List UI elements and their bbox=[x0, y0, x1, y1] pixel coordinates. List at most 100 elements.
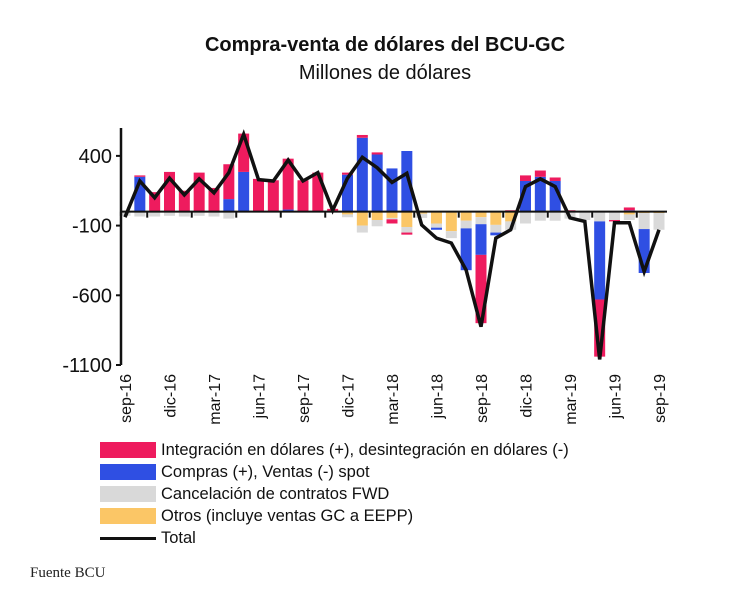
bar-0-ene-19 bbox=[534, 170, 546, 177]
bar-1-dic-17 bbox=[342, 174, 353, 212]
bar-0-jun-19 bbox=[609, 220, 620, 222]
x-tick-label: jun-18 bbox=[430, 374, 447, 420]
bar-3-ago-18 bbox=[460, 211, 472, 221]
source-note: Fuente BCU bbox=[30, 565, 106, 581]
bar-2-ago-18 bbox=[460, 220, 472, 229]
legend-label: Otros (incluye ventas GC a EEPP) bbox=[161, 506, 414, 525]
legend-swatch bbox=[100, 486, 156, 502]
bar-3-jun-18 bbox=[431, 211, 442, 224]
bar-3-ene-18 bbox=[356, 211, 368, 226]
bar-1-abr-17 bbox=[223, 199, 235, 212]
chart-subtitle: Millones de dólares bbox=[298, 62, 472, 84]
bar-2-abr-17 bbox=[223, 211, 235, 219]
bar-2-ene-18 bbox=[356, 225, 368, 233]
x-tick-label: mar-17 bbox=[207, 374, 224, 425]
bar-0-abr-18 bbox=[401, 232, 413, 235]
bar-2-nov-16 bbox=[149, 211, 161, 217]
bar-3-feb-18 bbox=[371, 211, 383, 221]
bar-1-abr-18 bbox=[401, 151, 413, 212]
bar-3-jul-18 bbox=[445, 211, 457, 232]
legend-item-compras: Compras (+), Ventas (-) spot bbox=[100, 462, 370, 482]
bar-2-abr-19 bbox=[579, 211, 591, 221]
bar-0-oct-17 bbox=[312, 172, 324, 212]
bar-1-jun-18 bbox=[431, 227, 442, 230]
legend-label: Compras (+), Ventas (-) spot bbox=[161, 462, 370, 481]
y-tick-label: -600 bbox=[72, 285, 112, 307]
x-tick-label: mar-19 bbox=[563, 374, 580, 425]
bar-2-may-19 bbox=[594, 211, 606, 222]
legend-label: Cancelación de contratos FWD bbox=[161, 484, 390, 503]
bar-0-jul-19 bbox=[623, 207, 635, 211]
bar-1-ago-17 bbox=[282, 209, 294, 212]
legend-label: Integración en dólares (+), desintegraci… bbox=[161, 440, 569, 459]
bar-2-dic-17 bbox=[342, 214, 353, 218]
x-tick-label: dic-16 bbox=[163, 374, 180, 418]
bar-0-nov-16 bbox=[149, 192, 161, 212]
bar-0-abr-17 bbox=[223, 164, 235, 200]
y-tick-label: -1100 bbox=[62, 355, 112, 377]
bar-0-dic-17 bbox=[342, 172, 353, 175]
bar-1-may-19 bbox=[594, 221, 606, 300]
x-tick-label: mar-18 bbox=[385, 374, 402, 425]
legend-swatch bbox=[100, 464, 156, 480]
x-tick-label: sep-18 bbox=[474, 374, 491, 423]
legend-item-total: Total bbox=[100, 528, 196, 548]
bar-0-ene-17 bbox=[178, 190, 190, 212]
bar-1-oct-18 bbox=[490, 232, 502, 236]
legend-item-otros: Otros (incluye ventas GC a EEPP) bbox=[100, 506, 413, 526]
bar-2-dic-18 bbox=[520, 211, 531, 224]
bar-0-may-17 bbox=[238, 133, 250, 172]
bar-2-abr-18 bbox=[401, 226, 413, 233]
x-tick-label: jun-17 bbox=[252, 374, 269, 420]
bar-2-feb-17 bbox=[193, 211, 205, 216]
bar-0-sep-18 bbox=[475, 254, 487, 324]
bar-3-oct-18 bbox=[490, 211, 502, 225]
legend-item-cancelacion: Cancelación de contratos FWD bbox=[100, 484, 389, 504]
x-tick-label: dic-17 bbox=[341, 374, 358, 418]
y-tick-label: -100 bbox=[72, 216, 112, 238]
legend-label: Total bbox=[161, 528, 196, 547]
bar-2-may-18 bbox=[416, 213, 428, 218]
bar-0-mar-18 bbox=[386, 219, 398, 224]
bar-2-mar-17 bbox=[208, 211, 220, 217]
legend-item-integracion: Integración en dólares (+), desintegraci… bbox=[100, 440, 569, 460]
bar-2-sep-19 bbox=[653, 213, 665, 230]
bar-2-jul-19 bbox=[623, 214, 635, 221]
bar-0-may-19 bbox=[594, 299, 606, 357]
bar-2-ene-19 bbox=[534, 211, 546, 221]
bar-2-dic-16 bbox=[164, 211, 175, 216]
bar-0-feb-19 bbox=[549, 177, 561, 181]
bar-2-ene-17 bbox=[178, 211, 190, 217]
bar-3-abr-18 bbox=[401, 211, 413, 227]
x-tick-label: dic-18 bbox=[519, 374, 536, 418]
bar-2-ago-19 bbox=[638, 213, 650, 230]
bar-0-sep-17 bbox=[297, 180, 309, 212]
x-tick-label: sep-17 bbox=[296, 374, 313, 423]
bar-0-ago-17 bbox=[282, 158, 294, 210]
bar-1-mar-18 bbox=[386, 168, 398, 212]
bar-2-feb-19 bbox=[549, 211, 561, 221]
bar-1-ene-19 bbox=[534, 176, 546, 212]
bar-0-dic-16 bbox=[164, 171, 175, 212]
bar-2-mar-18 bbox=[386, 217, 398, 220]
bar-0-mar-17 bbox=[208, 187, 220, 212]
bar-2-feb-18 bbox=[371, 220, 383, 227]
bar-2-jun-18 bbox=[431, 223, 442, 228]
bar-1-sep-18 bbox=[475, 224, 487, 255]
bar-0-dic-18 bbox=[520, 175, 531, 181]
x-tick-label: jun-19 bbox=[608, 374, 625, 420]
bar-1-ene-18 bbox=[356, 137, 368, 212]
bar-2-sep-18 bbox=[475, 217, 487, 225]
bar-0-jun-17 bbox=[253, 178, 264, 212]
bar-2-jul-18 bbox=[445, 231, 457, 239]
bar-0-ene-18 bbox=[356, 134, 368, 138]
x-tick-label: sep-19 bbox=[652, 374, 669, 423]
bar-1-may-17 bbox=[238, 171, 250, 212]
bar-3-jul-19 bbox=[623, 211, 635, 215]
bar-2-oct-18 bbox=[490, 224, 502, 233]
bar-3-nov-18 bbox=[505, 211, 517, 222]
bar-2-oct-16 bbox=[134, 211, 146, 217]
bar-3-may-18 bbox=[416, 211, 428, 214]
bar-0-oct-16 bbox=[134, 175, 146, 177]
